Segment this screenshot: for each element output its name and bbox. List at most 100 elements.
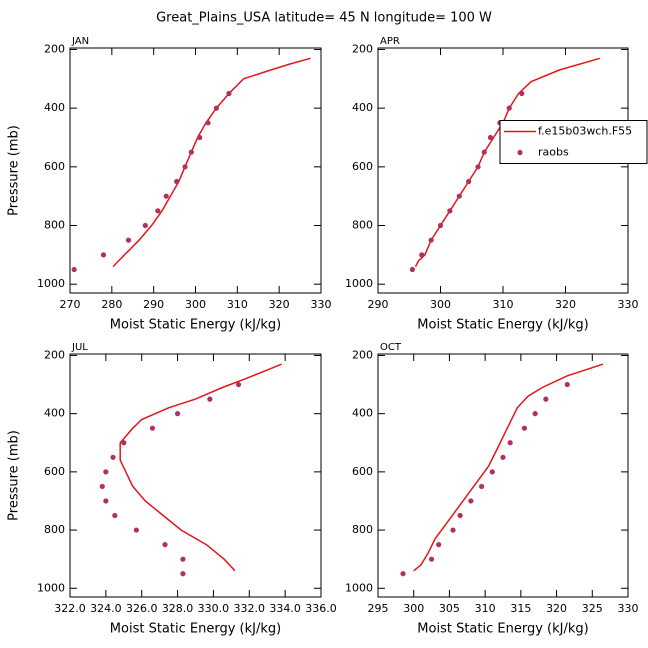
x-tick-label: 320 <box>546 602 567 615</box>
profile-line <box>112 57 311 268</box>
y-tick-label: 600 <box>44 465 65 478</box>
raob-point <box>419 252 425 258</box>
x-tick-label: 270 <box>60 298 81 311</box>
panel: APR Moist Static Energy (kJ/kg) 290 300 310 3… <box>345 36 639 333</box>
raob-point <box>468 498 474 504</box>
x-tick-label: 330 <box>311 298 332 311</box>
raob-point <box>100 252 107 258</box>
profile-line <box>413 363 604 572</box>
plot-frame <box>69 47 322 294</box>
raob-point <box>103 498 109 504</box>
raob-point <box>428 237 434 243</box>
x-tick-label: 332.0 <box>234 602 266 615</box>
panel: JUL Moist Static Energy (kJ/kg) Pressure (… <box>7 342 337 637</box>
legend-label: raobs <box>538 146 569 159</box>
y-tick-label: 200 <box>44 42 65 55</box>
raob-point <box>457 512 463 519</box>
x-tick-label: 315 <box>510 602 531 615</box>
raob-point <box>466 178 472 185</box>
x-tick-label: 295 <box>368 602 389 615</box>
y-axis-label: Pressure (mb) <box>7 430 22 521</box>
y-axis-label: Pressure (mb) <box>7 125 22 216</box>
y-tick-label: 400 <box>352 101 373 114</box>
raob-point <box>532 411 538 417</box>
x-tick-label: 324.0 <box>90 602 122 615</box>
raob-point <box>521 425 528 431</box>
y-tick-label: 1000 <box>345 277 373 290</box>
raob-point <box>205 120 211 126</box>
raob-point <box>226 90 232 97</box>
raob-point <box>519 90 525 97</box>
raob-point <box>436 542 442 548</box>
panel: JAN Moist Static Energy (kJ/kg) Pressure (… <box>7 36 332 333</box>
raob-point <box>174 178 180 185</box>
raob-point <box>409 266 415 273</box>
raob-point <box>500 454 506 460</box>
y-tick-label: 200 <box>352 42 373 55</box>
y-tick-label: 1000 <box>37 277 65 290</box>
raob-point <box>400 571 406 577</box>
x-tick-label: 336.0 <box>305 602 337 615</box>
y-tick-label: 600 <box>44 160 65 173</box>
y-tick-label: 200 <box>352 348 373 361</box>
raob-point <box>188 149 194 155</box>
raob-point <box>543 396 549 402</box>
x-axis-label: Moist Static Energy (kJ/kg) <box>417 622 588 637</box>
x-tick-label: 310 <box>493 298 514 311</box>
raob-point <box>125 237 132 243</box>
x-tick-label: 326.0 <box>126 602 158 615</box>
x-tick-label: 328.0 <box>162 602 194 615</box>
x-axis-label: Moist Static Energy (kJ/kg) <box>110 622 281 637</box>
y-tick-label: 600 <box>352 465 373 478</box>
raob-point <box>481 149 487 155</box>
raob-point <box>456 193 462 199</box>
x-axis-label: Moist Static Energy (kJ/kg) <box>417 318 588 333</box>
x-tick-label: 322.0 <box>54 602 86 615</box>
raob-point <box>71 266 77 273</box>
x-tick-label: 325 <box>582 602 603 615</box>
y-tick-label: 200 <box>44 348 65 361</box>
x-tick-label: 290 <box>368 298 389 311</box>
x-axis-label: Moist Static Energy (kJ/kg) <box>110 318 281 333</box>
raob-point <box>133 527 139 533</box>
panel: OCT Moist Static Energy (kJ/kg) 295 300 305 3… <box>345 342 639 637</box>
raob-point <box>478 483 485 490</box>
plot-frame <box>377 47 629 294</box>
x-tick-label: 320 <box>555 298 576 311</box>
legend-box <box>499 120 648 164</box>
panel-label: OCT <box>380 342 402 353</box>
raob-point <box>197 134 203 141</box>
raob-point <box>213 105 220 111</box>
raob-point <box>235 381 242 388</box>
x-tick-label: 310 <box>475 602 496 615</box>
figure-title: Great_Plains_USA latitude= 45 N longitud… <box>156 11 492 26</box>
raob-point <box>564 381 570 388</box>
raob-point <box>489 469 495 475</box>
raob-point <box>163 193 169 199</box>
y-tick-label: 800 <box>352 219 373 232</box>
x-tick-label: 300 <box>430 298 451 311</box>
raob-point <box>437 222 444 229</box>
x-tick-label: 310 <box>227 298 248 311</box>
raob-point <box>447 208 453 214</box>
raob-point <box>487 134 494 141</box>
raob-point <box>162 542 168 548</box>
raob-point <box>142 222 148 229</box>
panel-label: JUL <box>71 342 88 353</box>
raob-point <box>110 454 116 460</box>
raob-point <box>99 483 105 490</box>
raob-point <box>207 396 213 402</box>
x-tick-label: 330 <box>618 298 639 311</box>
x-tick-label: 300 <box>403 602 424 615</box>
legend-label: f.e15b03wch.F55 <box>538 125 632 138</box>
raob-point <box>450 527 456 533</box>
x-tick-label: 334.0 <box>269 602 301 615</box>
y-tick-label: 800 <box>352 523 373 536</box>
y-tick-label: 400 <box>44 407 65 420</box>
panel-label: JAN <box>71 36 89 47</box>
x-tick-label: 305 <box>439 602 460 615</box>
y-tick-label: 400 <box>352 407 373 420</box>
x-tick-label: 280 <box>101 298 122 311</box>
x-tick-label: 320 <box>269 298 290 311</box>
